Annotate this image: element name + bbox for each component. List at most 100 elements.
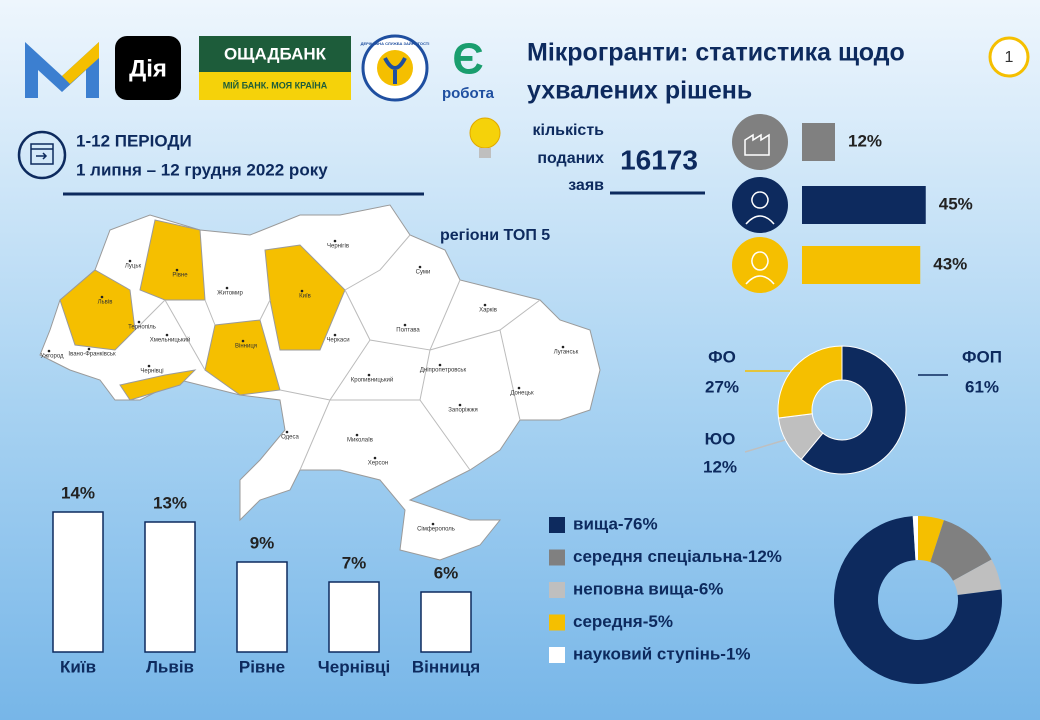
city-dot bbox=[438, 363, 442, 367]
logo-ye-robota: Є робота bbox=[442, 35, 495, 102]
logo-text: робота bbox=[442, 85, 495, 102]
male-icon bbox=[745, 191, 775, 225]
city-label: Полтава bbox=[396, 328, 420, 334]
legend-label: вища-76% bbox=[573, 514, 658, 533]
title: ухвалених рішень bbox=[527, 77, 752, 105]
logo-ministry bbox=[25, 42, 99, 98]
donut-slice bbox=[918, 516, 944, 562]
value-label: 14% bbox=[61, 483, 95, 502]
city-dot bbox=[458, 403, 462, 407]
legend-label: середня спеціальна-12% bbox=[573, 547, 782, 566]
donut-slice bbox=[930, 520, 992, 581]
city-label: Чернівці bbox=[140, 369, 163, 375]
legend-label: неповна вища-6% bbox=[573, 579, 723, 598]
city-label: Вінниця bbox=[235, 344, 257, 350]
city-dot bbox=[373, 456, 377, 460]
city-dot bbox=[87, 347, 91, 351]
period-title: 1-12 ПЕРІОДИ bbox=[76, 131, 192, 150]
value-label: 12% bbox=[848, 131, 882, 150]
value-label: 43% bbox=[933, 254, 967, 273]
city-label: Дніпропетровськ bbox=[420, 368, 467, 374]
region-borders bbox=[134, 234, 541, 471]
company-icon bbox=[744, 133, 770, 156]
bar bbox=[52, 511, 104, 653]
category-label: Вінниця bbox=[412, 657, 480, 676]
bar bbox=[802, 246, 921, 284]
donut-slice bbox=[777, 345, 843, 419]
city-dot bbox=[47, 349, 51, 353]
donut-slice bbox=[834, 516, 1003, 685]
legend-label: середня-5% bbox=[573, 612, 673, 631]
value-label: 6% bbox=[434, 563, 459, 582]
logo-text: ДЕРЖАВНА СЛУЖБА ЗАЙНЯТОСТІ bbox=[361, 41, 430, 46]
map bbox=[39, 204, 601, 561]
city-dot bbox=[300, 289, 304, 293]
legend-swatch bbox=[549, 549, 565, 566]
value-label: 45% bbox=[939, 194, 973, 213]
period-dates: 1 липня – 12 грудня 2022 року bbox=[76, 160, 328, 179]
city-dot bbox=[285, 430, 289, 434]
city-label: Житомир bbox=[217, 291, 243, 297]
logo-text: Є bbox=[452, 35, 483, 84]
category-label: Чернівці bbox=[318, 657, 390, 676]
city-label: Чернігів bbox=[327, 244, 349, 250]
donut-slice bbox=[912, 516, 918, 561]
city-label: Одеса bbox=[281, 435, 299, 441]
logo-oschadbank: ОЩАДБАНК МІЙ БАНК. МОЯ КРАЇНА bbox=[199, 36, 351, 100]
period-icon bbox=[17, 130, 67, 180]
city-dot bbox=[517, 386, 521, 390]
page-number: 1 bbox=[1005, 49, 1014, 66]
applications-label: заяв bbox=[568, 177, 604, 194]
city-label: Миколаїв bbox=[347, 438, 373, 444]
city-dot bbox=[561, 345, 565, 349]
bar bbox=[802, 123, 835, 161]
logo-text: МІЙ БАНК. МОЯ КРАЇНА bbox=[223, 79, 328, 90]
page-badge bbox=[988, 36, 1030, 78]
city-label: Луцьк bbox=[125, 264, 142, 270]
company-icon bbox=[732, 114, 788, 170]
applications-label: кількість bbox=[533, 122, 605, 139]
city-label: Хмельницький bbox=[150, 337, 190, 344]
city-label: Київ bbox=[299, 294, 311, 300]
donut-label: ФО bbox=[708, 347, 736, 366]
bulb-icon bbox=[469, 117, 501, 158]
city-label: Сімферополь bbox=[417, 527, 455, 533]
male-icon bbox=[732, 177, 788, 233]
city-dot bbox=[147, 364, 151, 368]
map-title: регіони ТОП 5 bbox=[440, 227, 550, 244]
bar bbox=[802, 186, 926, 224]
city-dot bbox=[355, 433, 359, 437]
legend-swatch bbox=[549, 517, 565, 533]
donut-label: ФОП bbox=[962, 347, 1002, 366]
city-dot bbox=[175, 268, 179, 272]
city-label: Кропивницький bbox=[351, 377, 394, 384]
value-label: 9% bbox=[250, 533, 275, 552]
logo-employment-service: ДЕРЖАВНА СЛУЖБА ЗАЙНЯТОСТІ bbox=[361, 34, 430, 102]
city-label: Львів bbox=[98, 300, 113, 306]
donut-value: 27% bbox=[705, 377, 739, 396]
city-dot bbox=[128, 259, 132, 263]
city-dot bbox=[367, 373, 371, 377]
city-dot bbox=[418, 265, 422, 269]
donut-value: 12% bbox=[703, 457, 737, 476]
donut-slice bbox=[953, 559, 1002, 595]
bar bbox=[420, 591, 472, 653]
city-dot bbox=[165, 333, 169, 337]
value-label: 13% bbox=[153, 493, 187, 512]
city-label: Ужгород bbox=[40, 354, 64, 360]
city-dot bbox=[431, 522, 435, 526]
logo-text: ОЩАДБАНК bbox=[224, 44, 327, 63]
city-dot bbox=[333, 239, 337, 243]
legend-swatch bbox=[549, 614, 565, 631]
city-label: Рівне bbox=[172, 273, 188, 279]
female-icon bbox=[745, 251, 775, 285]
leader-line bbox=[744, 439, 786, 453]
city-label: Запоріжжя bbox=[448, 408, 478, 414]
legend-swatch bbox=[549, 582, 565, 598]
city-label: Черкаси bbox=[326, 338, 349, 344]
bar bbox=[236, 561, 288, 653]
category-label: Київ bbox=[60, 657, 96, 676]
value-label: 7% bbox=[342, 553, 367, 572]
city-label: Суми bbox=[416, 270, 431, 276]
